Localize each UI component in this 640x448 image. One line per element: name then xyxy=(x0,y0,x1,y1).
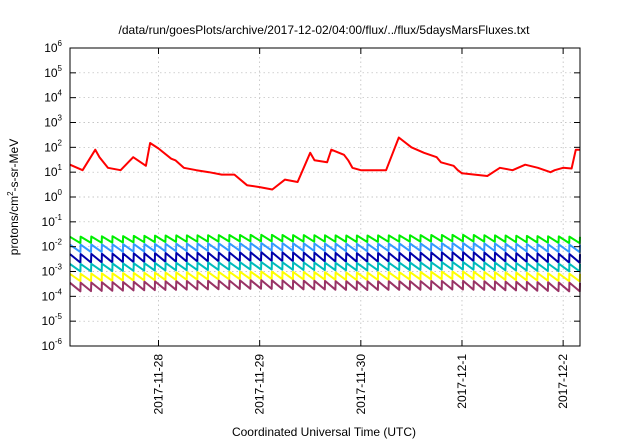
series-line-2 xyxy=(69,233,581,245)
y-tick-label: 101 xyxy=(44,163,62,179)
series-line-5 xyxy=(69,261,581,273)
x-tick-label: 2017-12-1 xyxy=(455,354,469,409)
series-line-7 xyxy=(69,279,581,293)
series-layer xyxy=(69,136,581,293)
series-line-6 xyxy=(69,270,581,283)
chart-title: /data/run/goesPlots/archive/2017-12-02/0… xyxy=(119,23,531,37)
y-tick-label: 102 xyxy=(44,138,62,154)
y-axis-label: protons/cm2-s-sr-MeV xyxy=(6,139,21,255)
y-tick-label: 106 xyxy=(44,39,62,55)
y-tick-label: 103 xyxy=(44,114,62,130)
x-axis-label: Coordinated Universal Time (UTC) xyxy=(232,425,416,439)
y-tick-label: 104 xyxy=(44,89,62,105)
y-tick-label: 10-6 xyxy=(42,337,63,353)
x-tick-label: 2017-11-30 xyxy=(354,354,368,415)
series-line-3 xyxy=(69,242,581,254)
x-tick-label: 2017-11-28 xyxy=(152,354,166,415)
y-tick-label: 105 xyxy=(44,64,62,80)
y-tick-label: 10-1 xyxy=(42,213,63,229)
series-line-1 xyxy=(69,136,580,191)
x-tick-label: 2017-12-2 xyxy=(556,354,570,409)
y-tick-label: 10-5 xyxy=(42,312,63,328)
grid xyxy=(70,48,580,346)
y-tick-label: 100 xyxy=(44,188,62,204)
y-tick-label: 10-3 xyxy=(42,263,63,279)
axis-ticks: 10-6 10-5 10-4 10-3 10-2 10-1 100 101 102 103 104 1… xyxy=(42,39,580,415)
series-line-4 xyxy=(69,251,581,264)
y-tick-label: 10-2 xyxy=(42,238,63,254)
y-tick-label: 10-4 xyxy=(42,287,63,303)
x-tick-label: 2017-11-29 xyxy=(253,354,267,415)
